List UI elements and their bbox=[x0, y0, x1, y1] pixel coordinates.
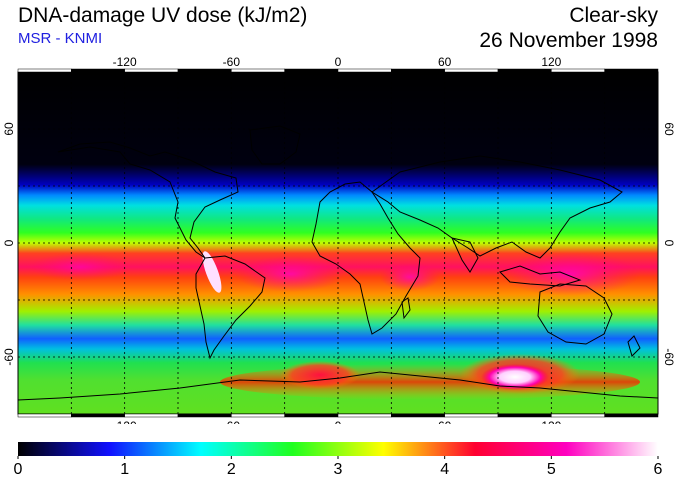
lat-label-right: -60 bbox=[662, 348, 676, 366]
lat-label-left: -60 bbox=[2, 348, 16, 366]
lat-label-left: 60 bbox=[2, 122, 16, 136]
colorbar-tick-label: 4 bbox=[440, 461, 449, 478]
coastline-new-zealand bbox=[627, 335, 641, 357]
frame-seg-bottom bbox=[337, 413, 392, 418]
frame-seg-top bbox=[284, 68, 339, 73]
frame-seg-top bbox=[231, 68, 285, 73]
lat-label-right: 0 bbox=[662, 240, 676, 247]
coastline-greenland bbox=[249, 125, 301, 165]
frame-seg-bottom bbox=[71, 413, 125, 418]
coastline-north-america bbox=[57, 141, 239, 259]
lat-label-right: 60 bbox=[662, 122, 676, 136]
frame-seg-top bbox=[444, 68, 499, 73]
lon-label-top: -60 bbox=[223, 55, 241, 69]
frame-seg-top bbox=[497, 68, 552, 73]
lon-label-bottom: -120 bbox=[113, 419, 137, 424]
lat-label-left: 0 bbox=[2, 239, 16, 246]
lon-label-top: 60 bbox=[438, 55, 452, 69]
frame-seg-top bbox=[124, 68, 179, 73]
lon-label-bottom: 0 bbox=[335, 419, 342, 424]
frame-seg-bottom bbox=[497, 413, 552, 418]
colorbar-ticks: 0 1 2 3 4 5 6 bbox=[14, 456, 663, 478]
frame-seg-bottom bbox=[604, 413, 659, 418]
frame-seg-bottom bbox=[17, 413, 72, 418]
colorbar-ramp bbox=[18, 442, 658, 456]
frame-seg-top bbox=[337, 68, 392, 73]
chart-title: DNA-damage UV dose (kJ/m2) bbox=[18, 4, 308, 27]
source-label: MSR - KNMI bbox=[18, 30, 103, 47]
coastline-antarctica bbox=[18, 371, 658, 401]
colorbar-tick-label: 5 bbox=[547, 461, 556, 478]
coastline-europe-africa bbox=[311, 181, 421, 335]
date-label: 26 November 1998 bbox=[479, 29, 658, 52]
lon-label-bottom: 60 bbox=[438, 419, 452, 424]
coastline-india bbox=[451, 237, 479, 273]
frame-seg-top bbox=[551, 68, 605, 73]
frame-seg-top bbox=[17, 68, 72, 73]
colorbar-tick-label: 2 bbox=[227, 461, 236, 478]
colorbar-tick-label: 6 bbox=[654, 461, 663, 478]
colorbar-tick-label: 3 bbox=[334, 461, 343, 478]
lon-label-bottom: 120 bbox=[541, 419, 561, 424]
colorbar-tick-label: 0 bbox=[14, 461, 23, 478]
lon-label-top: 0 bbox=[335, 55, 342, 69]
lon-label-bottom: -60 bbox=[223, 419, 241, 424]
coastlines bbox=[18, 125, 658, 401]
frame-seg-bottom bbox=[231, 413, 285, 418]
coastline-asia bbox=[371, 155, 623, 259]
frame-seg-bottom bbox=[444, 413, 499, 418]
frame-seg-bottom bbox=[391, 413, 445, 418]
coastline-indonesia bbox=[499, 265, 582, 287]
frame-seg-top bbox=[71, 68, 125, 73]
frame-seg-bottom bbox=[177, 413, 232, 418]
frame-seg-bottom bbox=[284, 413, 339, 418]
frame-seg-top bbox=[391, 68, 445, 73]
lon-label-top: 120 bbox=[541, 55, 561, 69]
colorbar: 0 1 2 3 4 5 6 bbox=[14, 442, 663, 478]
colorbar-tick-label: 1 bbox=[120, 461, 129, 478]
lon-label-top: -120 bbox=[113, 55, 137, 69]
coastline-madagascar bbox=[401, 297, 411, 320]
frame-seg-top bbox=[177, 68, 232, 73]
coastline-south-america bbox=[195, 255, 266, 360]
graticule bbox=[18, 72, 658, 414]
frame-seg-bottom bbox=[124, 413, 179, 418]
frame-seg-top bbox=[604, 68, 659, 73]
coastline-australia bbox=[537, 283, 613, 345]
sky-condition-label: Clear-sky bbox=[569, 4, 658, 27]
uv-dose-map: -120 -120 -60 -60 0 0 60 60 120 120 60 60 0 0 -60 -60 bbox=[2, 55, 676, 424]
frame-seg-bottom bbox=[551, 413, 605, 418]
axis-ticks: -120 -120 -60 -60 0 0 60 60 120 120 60 60 0 0 -60 -60 bbox=[2, 55, 676, 424]
